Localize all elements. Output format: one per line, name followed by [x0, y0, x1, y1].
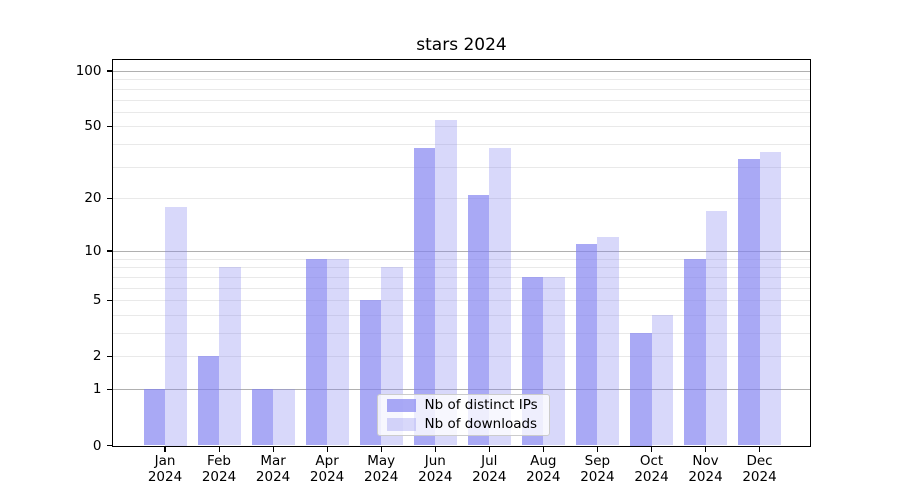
gridline-major-1: [112, 389, 810, 391]
chart-title: stars 2024: [416, 35, 507, 55]
y-tick-2: [106, 355, 112, 357]
x-tick-label-jul: Jul 2024: [472, 452, 507, 486]
x-tick-label-may: May 2024: [364, 452, 399, 486]
x-tick-label-sep: Sep 2024: [580, 452, 615, 486]
x-tick-label-oct: Oct 2024: [634, 452, 669, 486]
gridline-minor-3: [112, 333, 810, 334]
y-tick-1: [106, 388, 112, 390]
x-tick-label-feb: Feb 2024: [201, 452, 237, 486]
y-tick-label-10: 10: [84, 242, 102, 259]
bar-ips-mar: [251, 389, 274, 446]
gridline-minor-30: [112, 166, 810, 168]
legend-item-distinct-ips: Nb of distinct IPs: [386, 396, 549, 415]
gridline-minor-7: [112, 276, 810, 278]
legend-swatch-distinct-ips: [386, 398, 416, 412]
legend-swatch-downloads: [386, 417, 416, 431]
bar-downloads-nov: [705, 210, 727, 446]
gridline-major-100: [112, 70, 810, 72]
gridline-minor-5: [112, 300, 810, 302]
gridline-minor-8: [112, 267, 810, 269]
y-tick-label-2: 2: [92, 348, 102, 365]
y-tick-10: [106, 250, 112, 252]
bar-downloads-jun: [435, 120, 457, 446]
bar-ips-may: [359, 300, 382, 446]
y-tick-label-50: 50: [84, 118, 102, 135]
bar-ips-dec: [738, 159, 760, 446]
bar-ips-feb: [197, 356, 219, 446]
gridline-minor-70: [112, 99, 810, 101]
y-tick-0: [106, 445, 112, 447]
bar-ips-apr: [305, 258, 328, 446]
y-tick-label-100: 100: [75, 62, 102, 79]
x-tick-label-jun: Jun 2024: [418, 452, 453, 486]
gridline-minor-50: [112, 126, 810, 128]
x-tick-label-apr: Apr 2024: [309, 452, 345, 486]
x-tick-label-dec: Dec 2024: [742, 452, 777, 486]
bar-downloads-sep: [597, 237, 619, 446]
gridline-minor-6: [112, 287, 810, 289]
gridline-minor-90: [112, 79, 810, 81]
x-tick-jul: [488, 447, 490, 452]
gridline-minor-9: [112, 258, 810, 260]
x-tick-oct: [650, 447, 653, 452]
x-tick-label-nov: Nov 2024: [688, 452, 723, 486]
x-tick-label-aug: Aug 2024: [526, 452, 561, 486]
bar-ips-sep: [575, 243, 598, 446]
gridline-minor-4: [112, 314, 810, 316]
x-tick-jan: [164, 447, 166, 452]
bar-ips-jan: [143, 389, 165, 446]
bar-downloads-feb: [219, 267, 241, 446]
y-tick-20: [106, 197, 112, 200]
legend-label-downloads: Nb of downloads: [424, 416, 538, 432]
bar-downloads-apr: [327, 258, 349, 446]
y-tick-label-1: 1: [92, 381, 102, 398]
bar-downloads-mar: [273, 389, 295, 446]
gridline-minor-40: [112, 144, 810, 146]
legend-item-downloads: Nb of downloads: [386, 415, 549, 434]
bar-ips-jun: [413, 148, 436, 446]
x-tick-label-mar: Mar 2024: [255, 452, 291, 486]
x-tick-sep: [596, 447, 598, 452]
bar-downloads-jan: [165, 206, 187, 446]
x-tick-label-jan: Jan 2024: [147, 452, 183, 486]
bar-ips-nov: [684, 258, 706, 446]
x-tick-mar: [272, 447, 274, 452]
y-tick-100: [106, 70, 112, 72]
y-tick-50: [106, 125, 112, 128]
bar-ips-oct: [630, 333, 652, 446]
legend-label-distinct-ips: Nb of distinct IPs: [424, 397, 538, 413]
gridline-minor-60: [112, 111, 810, 113]
bar-downloads-jul: [489, 148, 511, 446]
x-tick-dec: [758, 447, 761, 452]
bar-downloads-dec: [759, 152, 781, 446]
x-tick-jun: [434, 447, 436, 452]
y-tick-label-5: 5: [92, 292, 102, 309]
gridline-minor-2: [112, 356, 810, 358]
bar-downloads-oct: [651, 314, 673, 446]
x-tick-aug: [542, 447, 544, 452]
legend: Nb of distinct IPs Nb of downloads: [376, 393, 550, 436]
x-tick-feb: [218, 447, 220, 452]
x-tick-may: [380, 447, 382, 452]
gridline-major-10: [112, 250, 810, 252]
gridline-minor-80: [112, 88, 810, 90]
y-tick-label-20: 20: [84, 190, 102, 207]
gridline-minor-20: [112, 198, 810, 200]
plot-area: 0 1 2 5 10 20 50 100 Jan 2024 Feb 2024 Mar 2024 Apr 202…: [76, 58, 811, 485]
bar-ips-jul: [467, 194, 490, 446]
x-tick-apr: [326, 447, 328, 452]
y-tick-5: [106, 299, 112, 301]
y-tick-label-0: 0: [92, 437, 102, 454]
x-tick-nov: [704, 447, 707, 452]
